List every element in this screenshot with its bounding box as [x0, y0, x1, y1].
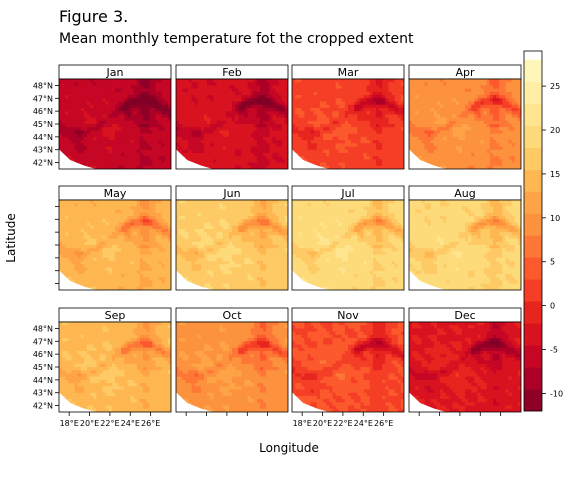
panel-label: Jun: [222, 187, 240, 200]
heat-field: [59, 322, 171, 412]
x-tick-label: 22°E: [333, 419, 352, 428]
panel-label: Feb: [222, 66, 241, 79]
colorbar-tick-label: 5: [550, 258, 555, 267]
panel-mar: Mar: [291, 64, 405, 170]
y-tick-label: 45°N: [33, 120, 53, 129]
figure-label: Figure 3.: [59, 7, 129, 26]
colorbar-segment: [524, 323, 542, 346]
colorbar-tick-label: -5: [550, 346, 558, 355]
colorbar-segment: [524, 81, 542, 104]
heat-field: [59, 79, 171, 169]
panel-jun: Jun: [175, 185, 289, 291]
panel-label: Jan: [106, 66, 124, 79]
y-tick-label: 47°N: [33, 94, 53, 103]
colorbar-segment: [524, 279, 542, 302]
x-tick-label: 20°E: [313, 419, 332, 428]
panel-dec: Dec: [408, 307, 522, 416]
panel-jul: Jul: [291, 185, 405, 291]
x-tick-label: 18°E: [293, 419, 312, 428]
colorbar-segment: [524, 345, 542, 368]
colorbar-segment: [524, 367, 542, 390]
panel-feb: Feb: [175, 64, 289, 170]
heat-field: [176, 322, 288, 412]
panel-label: Jul: [340, 187, 354, 200]
heat-field: [59, 200, 171, 290]
y-tick-label: 46°N: [33, 107, 53, 116]
heat-field: [176, 200, 288, 290]
x-tick-label: 24°E: [121, 419, 140, 428]
panel-label: Apr: [455, 66, 475, 79]
colorbar-segment: [524, 147, 542, 170]
x-tick-label: 22°E: [100, 419, 119, 428]
colorbar-tick-label: 15: [550, 170, 560, 179]
x-tick-label: 24°E: [354, 419, 373, 428]
panel-aug: Aug: [408, 185, 522, 291]
y-tick-label: 48°N: [33, 81, 53, 90]
colorbar-segment: [524, 301, 542, 324]
y-tick-label: 43°N: [33, 146, 53, 155]
x-axis-label: Longitude: [259, 441, 319, 455]
panel-nov: Nov 18°E 20°E 22°E 24°E 26°E: [291, 307, 405, 428]
panel-jan: Jan 42°N 43°N 44°N 45°N 46°N 47°N 48°N: [33, 64, 172, 170]
y-tick-label: 44°N: [33, 376, 53, 385]
colorbar-segment: [524, 191, 542, 214]
colorbar-segment: [524, 257, 542, 280]
y-tick-label: 47°N: [33, 337, 53, 346]
y-tick-label: 44°N: [33, 133, 53, 142]
chart-title: Mean monthly temperature fot the cropped…: [59, 31, 414, 47]
colorbar-tick-label: 20: [550, 126, 560, 135]
panel-label: Oct: [222, 309, 242, 322]
colorbar-segment: [524, 103, 542, 126]
panel-label: Sep: [105, 309, 126, 322]
colorbar-tick-label: 25: [550, 82, 560, 91]
colorbar-segment: [524, 235, 542, 258]
panel-label: Aug: [454, 187, 475, 200]
colorbar-segment: [524, 169, 542, 192]
heat-field: [409, 322, 521, 412]
x-tick-label: 20°E: [80, 419, 99, 428]
y-tick-label: 46°N: [33, 350, 53, 359]
panel-label: Mar: [338, 66, 359, 79]
colorbar-tick-label: 10: [550, 214, 560, 223]
colorbar: -10 -5 0 5 10 15 20 25: [523, 50, 563, 412]
heat-field: [292, 200, 404, 290]
colorbar-segment: [524, 59, 542, 83]
colorbar-tick-label: 0: [550, 302, 555, 311]
panel-label: Dec: [454, 309, 475, 322]
panel-oct: Oct: [175, 307, 289, 416]
colorbar-tick-label: -10: [550, 389, 563, 398]
panel-label: May: [104, 187, 127, 200]
x-tick-label: 26°E: [374, 419, 393, 428]
x-tick-label: 26°E: [141, 419, 160, 428]
y-axis-label: Latitude: [4, 213, 18, 262]
y-tick-label: 43°N: [33, 389, 53, 398]
heat-field: [176, 79, 288, 169]
x-tick-label: 18°E: [60, 419, 79, 428]
y-tick-label: 48°N: [33, 324, 53, 333]
y-tick-label: 42°N: [33, 402, 53, 411]
y-tick-label: 42°N: [33, 159, 53, 168]
y-tick-label: 45°N: [33, 363, 53, 372]
heat-field: [292, 322, 404, 412]
panel-apr: Apr: [408, 64, 522, 170]
heat-field: [409, 200, 521, 290]
heat-field: [292, 79, 404, 169]
colorbar-segment: [524, 389, 542, 412]
colorbar-segment: [524, 125, 542, 148]
heat-field: [409, 79, 521, 169]
panel-may: May: [55, 185, 172, 291]
colorbar-segment: [524, 213, 542, 236]
panel-label: Nov: [337, 309, 359, 322]
